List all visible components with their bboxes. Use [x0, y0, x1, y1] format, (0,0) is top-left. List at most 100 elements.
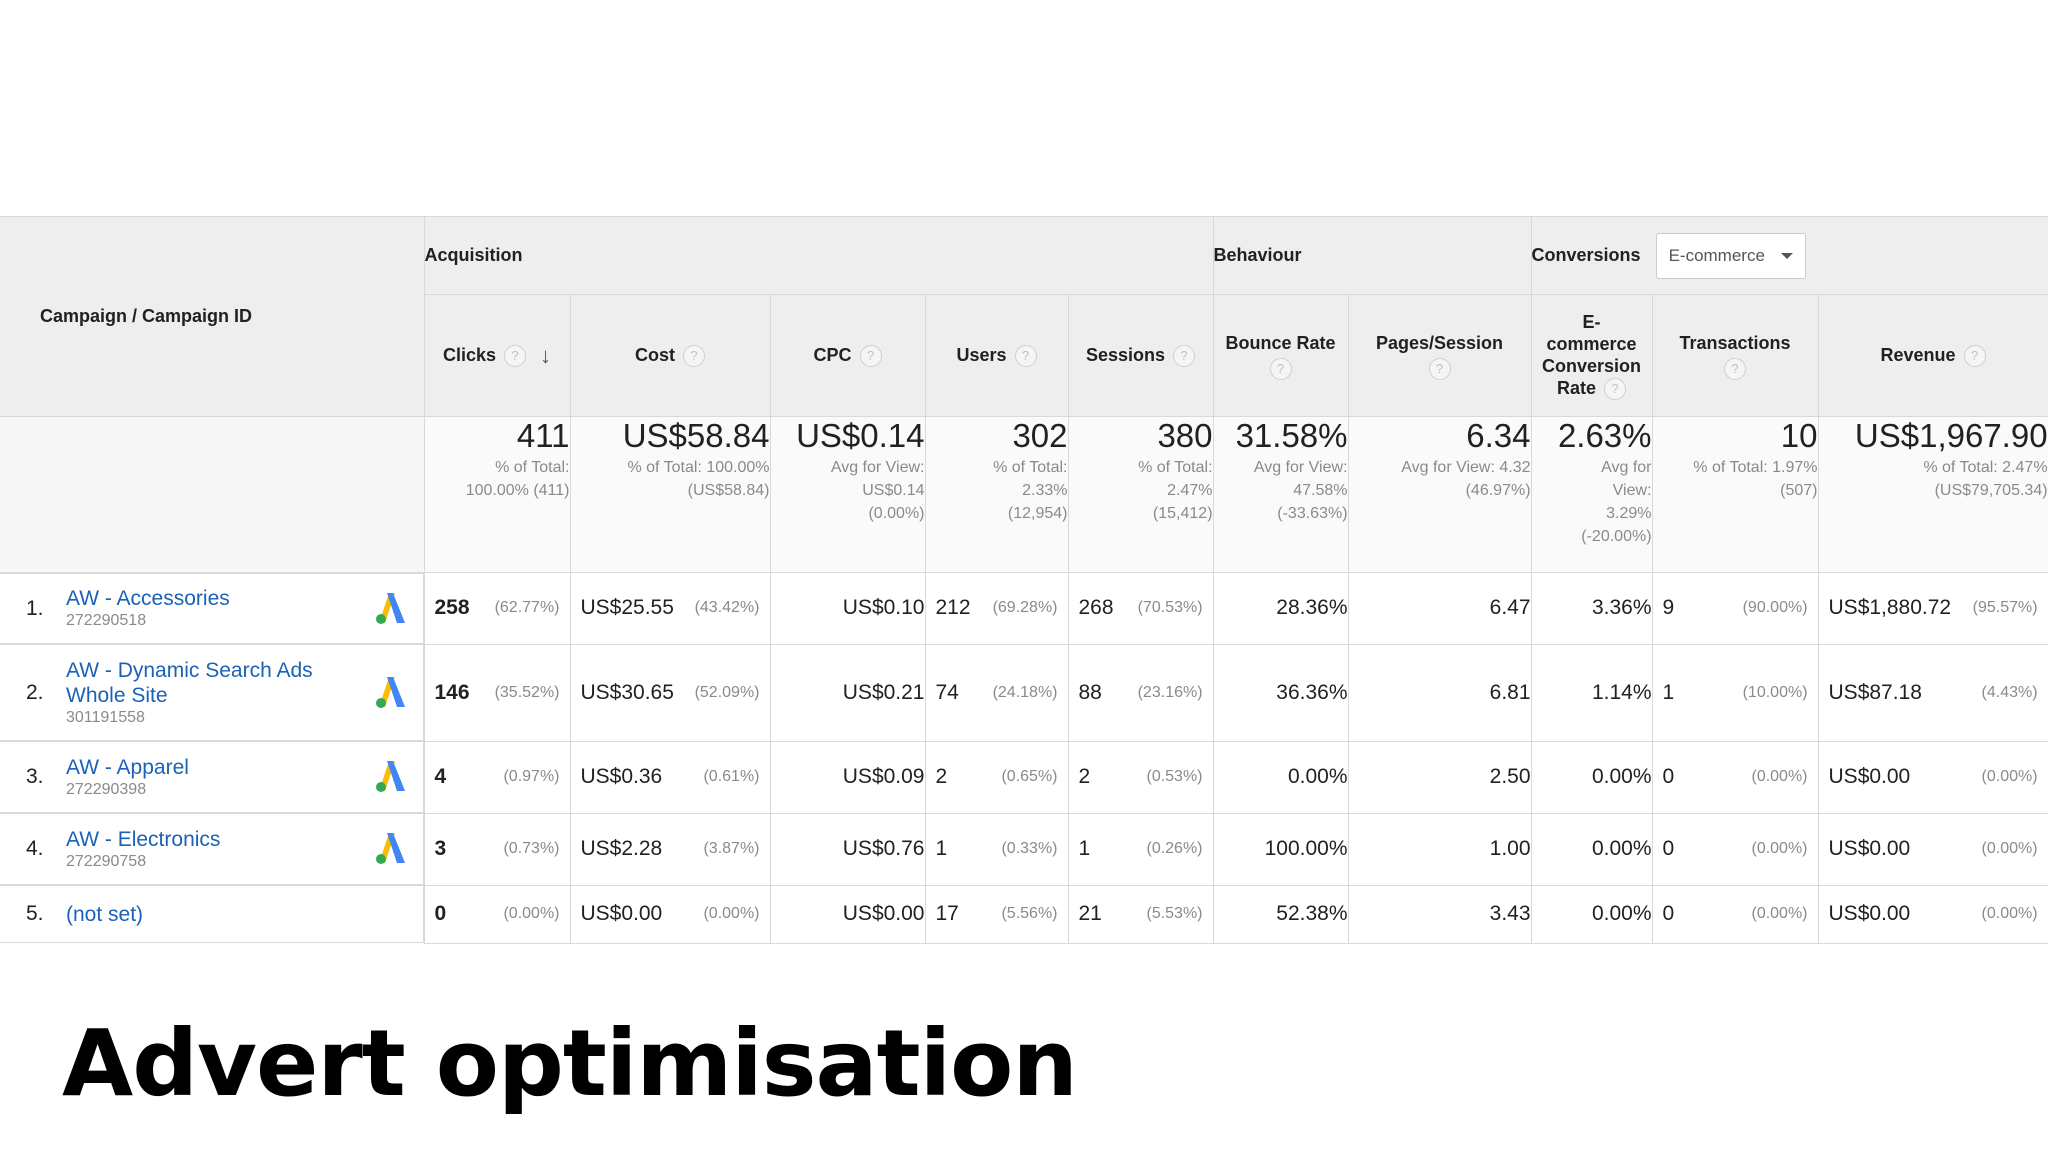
campaign-link[interactable]: AW - Apparel: [66, 755, 189, 779]
users-header[interactable]: Users?: [924, 294, 1069, 417]
clicks-header[interactable]: Clicks? ↓: [424, 294, 571, 417]
cost-cell: US$0.00 (0.00%): [569, 884, 771, 944]
users-percent: (0.33%): [1001, 840, 1058, 857]
cost-value: US$30.65: [580, 680, 674, 704]
campaign-link[interactable]: AW - Dynamic Search Ads: [66, 658, 313, 682]
transactions-value: 0: [1662, 765, 1675, 788]
revenue-cell: US$0.00 (0.00%): [1817, 812, 2048, 886]
clicks-cell: 0 (0.00%): [423, 884, 571, 944]
users-value: 74: [935, 680, 959, 704]
help-icon[interactable]: ?: [504, 345, 527, 368]
sessions-header[interactable]: Sessions?: [1067, 294, 1214, 417]
sessions-percent: (0.26%): [1146, 840, 1203, 857]
transactions-cell: 0 (0.00%): [1651, 812, 1819, 886]
bounce-rate-value: 100.00%: [1264, 837, 1348, 860]
cost-percent: (0.61%): [703, 768, 760, 785]
users-percent: (69.28%): [992, 599, 1058, 617]
transactions-cell: 0 (0.00%): [1651, 740, 1819, 814]
campaign-info: AW - Apparel 272290398: [66, 755, 373, 800]
help-icon[interactable]: ?: [683, 345, 705, 368]
transactions-header[interactable]: Transactions?: [1651, 294, 1819, 417]
cpc-header[interactable]: CPC?: [769, 294, 926, 417]
cost-percent: (3.87%): [703, 840, 760, 857]
campaign-link[interactable]: (not set): [66, 902, 144, 926]
campaign-info: AW - Accessories 272290518: [66, 586, 373, 631]
clicks-percent: (62.77%): [494, 599, 560, 617]
transactions-value: 0: [1662, 902, 1675, 925]
pages-session-cell: 6.47: [1347, 572, 1532, 645]
users-value: 1: [935, 837, 948, 860]
sessions-value: 2: [1078, 765, 1091, 788]
total-transactions: 10% of Total: 1.97% (507): [1651, 416, 1819, 573]
transactions-label: Transactions: [1679, 332, 1791, 353]
campaign-cell: 5. (not set): [0, 885, 424, 943]
transactions-percent: (0.00%): [1751, 768, 1808, 785]
total-revenue: US$1,967.90% of Total: 2.47% (US$79,705.3…: [1817, 416, 2048, 573]
ecommerce-rate-header[interactable]: E- commerce Conversion Rate?: [1530, 294, 1653, 417]
clicks-cell: 3 (0.73%): [423, 812, 571, 886]
help-icon[interactable]: ?: [1963, 345, 1986, 368]
pages-session-value: 2.50: [1489, 765, 1531, 788]
ecommerce-rate-cell: 0.00%: [1530, 812, 1653, 886]
pages-session-header[interactable]: Pages/Session?: [1347, 294, 1532, 417]
cost-value: US$0.36: [580, 765, 663, 788]
pages-session-cell: 2.50: [1347, 740, 1532, 814]
help-icon[interactable]: ?: [1604, 378, 1627, 401]
users-percent: (0.65%): [1001, 768, 1058, 785]
cost-value: US$2.28: [580, 837, 663, 860]
sort-desc-icon[interactable]: ↓: [540, 343, 552, 369]
bounce-rate-value: 28.36%: [1276, 596, 1348, 620]
help-icon[interactable]: ?: [1428, 357, 1451, 380]
ecommerce-rate-cell: 0.00%: [1530, 884, 1653, 944]
help-icon[interactable]: ?: [1014, 345, 1037, 368]
sessions-percent: (0.53%): [1146, 768, 1203, 785]
campaign-link[interactable]: AW - Accessories: [66, 587, 230, 610]
clicks-value: 4: [434, 765, 447, 788]
cost-value: US$25.55: [580, 596, 674, 620]
cpc-value: US$0.09: [842, 765, 925, 788]
revenue-percent: (95.57%): [1972, 599, 2038, 617]
cpc-cell: US$0.21: [769, 643, 926, 742]
campaign-link[interactable]: AW - Electronics: [66, 827, 221, 851]
campaign-id: 301191558: [66, 708, 145, 726]
clicks-cell: 258 (62.77%): [423, 572, 571, 645]
ecommerce-rate-value: 1.14%: [1591, 680, 1652, 704]
transactions-cell: 1 (10.00%): [1651, 643, 1819, 742]
ecommerce-rate-value: 3.36%: [1591, 596, 1652, 620]
sessions-value: 268: [1078, 596, 1114, 620]
adwords-icon: [373, 755, 409, 799]
bounce-rate-cell: 28.36%: [1212, 572, 1349, 645]
campaign-link-line2[interactable]: Whole Site: [66, 683, 168, 707]
cost-cell: US$30.65 (52.09%): [569, 643, 771, 742]
total-sessions: 380% of Total: 2.47% (15,412): [1067, 416, 1214, 573]
table-row: 5. (not set) 0 (0.00%) US$0.00 (0.00%) US$0.…: [0, 884, 2048, 944]
adwords-icon: [373, 587, 409, 631]
cpc-cell: US$0.76: [769, 812, 926, 886]
revenue-header[interactable]: Revenue?: [1817, 294, 2048, 417]
cost-cell: US$25.55 (43.42%): [569, 572, 771, 645]
help-icon[interactable]: ?: [859, 345, 882, 368]
ecommerce-rate-value: 0.00%: [1591, 765, 1652, 788]
clicks-value: 3: [434, 837, 447, 860]
sessions-percent: (70.53%): [1137, 599, 1203, 617]
conversions-group-header: Conversions E-commerce: [1530, 216, 2048, 295]
cost-header[interactable]: Cost?: [569, 294, 771, 417]
total-cost: US$58.84% of Total: 100.00% (US$58.84): [569, 416, 771, 573]
help-icon[interactable]: ?: [1724, 357, 1747, 380]
clicks-percent: (0.00%): [503, 905, 560, 922]
help-icon[interactable]: ?: [1269, 357, 1292, 380]
row-index: 1.: [26, 596, 44, 620]
ecommerce-label-line3: Conversion: [1542, 355, 1642, 376]
cost-percent: (52.09%): [694, 683, 760, 701]
cpc-value: US$0.00: [842, 902, 925, 925]
adwords-icon: [373, 671, 409, 715]
revenue-cell: US$0.00 (0.00%): [1817, 740, 2048, 814]
bounce-rate-header[interactable]: Bounce Rate?: [1212, 294, 1349, 417]
sessions-percent: (23.16%): [1137, 683, 1203, 701]
conversions-dropdown[interactable]: E-commerce: [1655, 232, 1806, 279]
row-index: 5.: [26, 902, 44, 925]
help-icon[interactable]: ?: [1173, 345, 1196, 368]
campaign-id: 272290398: [66, 780, 147, 798]
pages-session-label: Pages/Session: [1375, 332, 1504, 353]
clicks-label: Clicks: [442, 344, 497, 365]
